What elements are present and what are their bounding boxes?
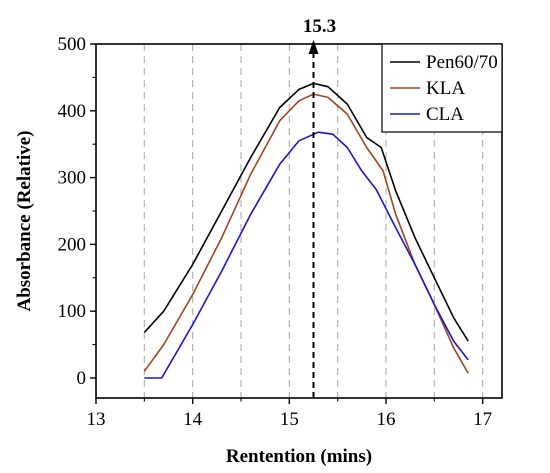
series-line-kla xyxy=(143,93,469,374)
y-axis-title: Absorbance (Relative) xyxy=(14,131,35,312)
legend: Pen60/70 KLA CLA xyxy=(381,43,503,133)
y-tick-label-1: 100 xyxy=(58,301,87,322)
y-tick-label-2: 200 xyxy=(58,234,87,255)
legend-label-cla: CLA xyxy=(426,104,464,125)
gridlines xyxy=(143,44,484,398)
series-line-pen60-70 xyxy=(143,82,469,342)
legend-label-kla: KLA xyxy=(426,78,465,99)
peak-arrow-head xyxy=(308,40,319,54)
peak-annotation-label: 15.3 xyxy=(303,16,336,37)
plot-frame xyxy=(95,43,503,399)
x-axis-title: Rentention (mins) xyxy=(226,446,372,467)
x-tick-label-4: 17 xyxy=(473,409,492,430)
y-tick-label-0: 0 xyxy=(77,368,87,389)
legend-label-pen60-70: Pen60/70 xyxy=(426,52,498,73)
x-tick-label-1: 14 xyxy=(183,409,203,430)
x-tick-label-3: 16 xyxy=(377,409,396,430)
x-tick-label-0: 13 xyxy=(87,409,106,430)
x-tick-label-2: 15 xyxy=(280,409,299,430)
y-tick-label-4: 400 xyxy=(58,101,87,122)
peak-annotation: 15.3 xyxy=(303,16,336,398)
series-line-cla xyxy=(144,131,469,379)
y-tick-label-5: 500 xyxy=(58,34,87,55)
y-tick-label-3: 300 xyxy=(58,168,87,189)
axis-ticks: 13 14 15 16 17 0 100 200 300 400 500 xyxy=(58,34,493,430)
series-lines xyxy=(143,82,469,379)
